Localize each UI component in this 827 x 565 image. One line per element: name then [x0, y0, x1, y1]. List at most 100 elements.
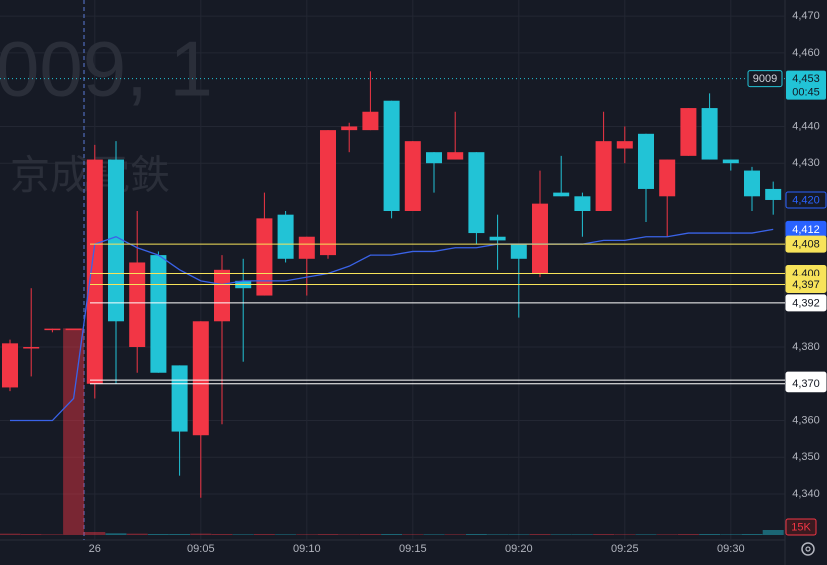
y-tick-label: 4,430 [792, 157, 820, 169]
volume-bar [614, 534, 636, 535]
candle-body [383, 100, 400, 212]
candle-body [638, 133, 654, 189]
x-tick-label: 09:20 [505, 543, 533, 555]
volume-bar [381, 534, 403, 535]
watermark-symbol: 009, 1 [0, 25, 213, 113]
volume-bar [593, 534, 615, 535]
volume-bar [571, 534, 593, 535]
candle-body [744, 170, 760, 197]
price-label-box [785, 276, 827, 294]
volume-label: 15K [791, 521, 811, 533]
candle-body [574, 196, 591, 212]
candle-body [320, 130, 336, 256]
volume-bar [550, 534, 572, 535]
last-price-label: 4,453 [792, 73, 820, 85]
candle-body [447, 152, 464, 160]
candle-body [426, 152, 442, 164]
volume-bar [465, 534, 487, 535]
countdown: 00:45 [792, 87, 820, 99]
volume-bar [253, 534, 275, 535]
volume-bar [720, 534, 742, 535]
candle-body [722, 159, 739, 164]
candle-body [532, 203, 548, 274]
volume-bar [338, 534, 360, 535]
price-label: 4,392 [792, 297, 820, 309]
volume-bar [20, 534, 42, 535]
symbol-tag: 9009 [753, 73, 777, 85]
volume-bar [508, 534, 530, 535]
volume-bar [232, 534, 254, 535]
y-tick-label: 4,340 [792, 488, 820, 500]
volume-bar [359, 534, 381, 535]
candle-body [362, 111, 379, 131]
volume-bar [126, 533, 148, 535]
vwap-line [10, 228, 774, 422]
candle-body [765, 188, 782, 200]
candle-body [341, 126, 358, 131]
candle-body [256, 218, 273, 296]
volume-bar [190, 533, 212, 535]
candle-body [65, 328, 82, 331]
candle-body [659, 159, 676, 197]
volume-bar [762, 530, 784, 535]
candle-body [23, 347, 40, 349]
x-tick-label: 09:05 [187, 543, 215, 555]
price-label-box [785, 191, 827, 209]
last-price-box [786, 70, 826, 100]
y-tick-label: 4,440 [792, 120, 820, 132]
volume-bar [105, 533, 127, 535]
price-label: 4,370 [792, 378, 820, 390]
volume-bar [211, 534, 233, 535]
gear-ring [801, 542, 815, 556]
candle-body [404, 141, 421, 212]
price-label-box [785, 294, 827, 312]
volume-bar [529, 534, 551, 535]
volume-bar [147, 534, 169, 535]
candle-body [468, 152, 485, 234]
volume-bar [444, 534, 466, 535]
y-tick-label: 4,380 [792, 341, 820, 353]
price-label-box [785, 235, 827, 253]
x-tick-label: 26 [89, 543, 101, 555]
volume-bar [677, 534, 699, 535]
price-label: 4,412 [792, 224, 820, 236]
candle-body [489, 236, 506, 241]
gear-hub [805, 546, 811, 552]
price-label: 4,420 [792, 194, 820, 206]
candle-body [171, 365, 188, 432]
candle-body [129, 262, 146, 348]
candle-body [2, 343, 18, 388]
price-label-box [785, 375, 827, 393]
candle-body [553, 192, 570, 197]
candle-body [680, 108, 697, 156]
x-tick-label: 09:25 [611, 543, 639, 555]
volume-bar [296, 534, 318, 535]
watermark: 009, 1 京成電鉄 [0, 25, 213, 198]
x-tick-label: 09:30 [717, 543, 745, 555]
volume-bar [423, 534, 445, 535]
candle-body [595, 141, 612, 212]
y-tick-label: 4,360 [792, 414, 820, 426]
candle-body [192, 321, 209, 436]
candle-body [277, 214, 294, 259]
volume-bar [635, 534, 657, 535]
settings-icon[interactable] [801, 542, 815, 556]
y-tick-label: 4,460 [792, 47, 820, 59]
y-tick-label: 4,350 [792, 451, 820, 463]
candle-body [108, 159, 124, 322]
volume-bar [169, 534, 191, 535]
volume-bar [0, 533, 21, 535]
candle-body [150, 255, 167, 373]
candle-body [298, 236, 315, 259]
volume-bar [487, 534, 509, 535]
symbol-tag-box [747, 70, 783, 88]
volume-bar [41, 534, 63, 535]
volume-bar [656, 534, 678, 535]
volume-bar [84, 532, 106, 535]
candle-body [616, 141, 633, 149]
price-label: 4,408 [792, 238, 820, 250]
volume-label-box [785, 518, 817, 536]
candle-body [214, 269, 230, 322]
